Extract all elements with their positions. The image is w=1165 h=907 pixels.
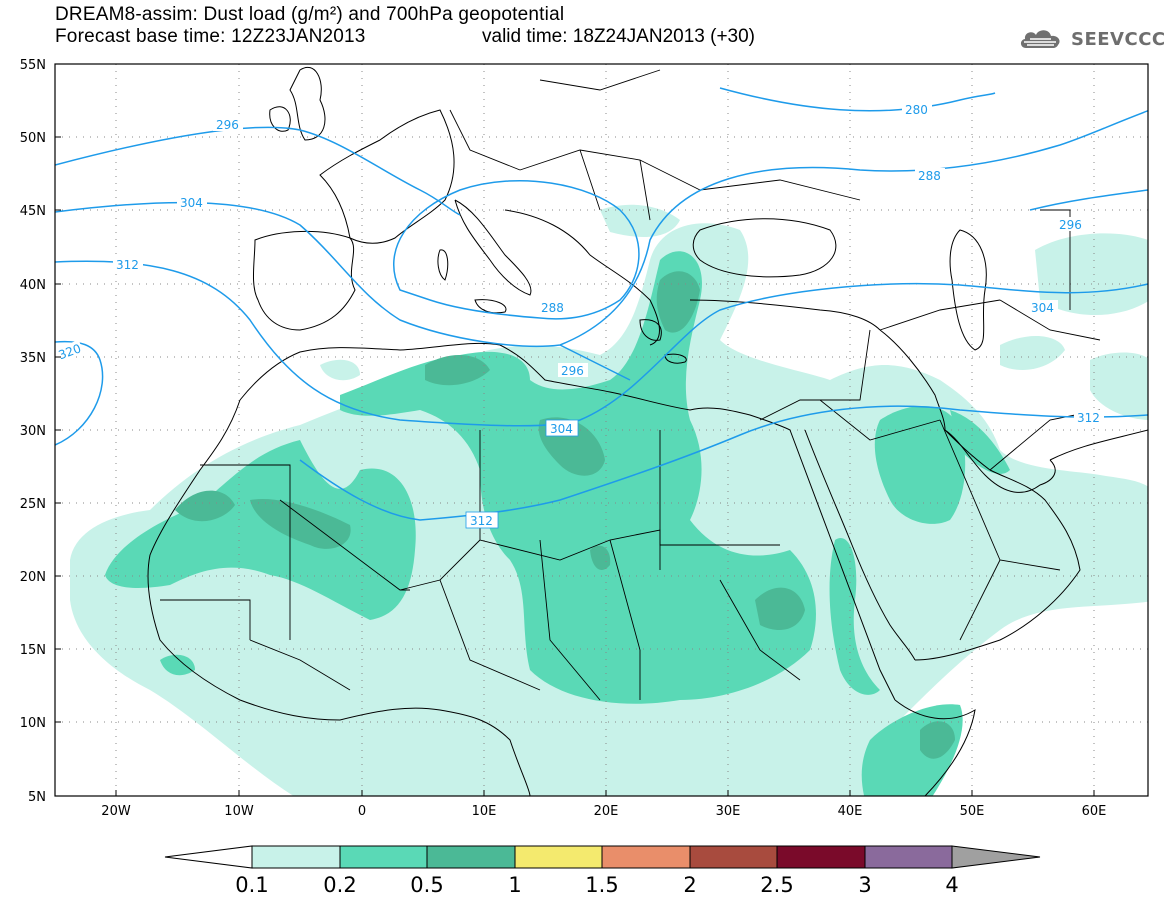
- svg-text:312: 312: [470, 514, 493, 528]
- colorbar-swatch: [426, 845, 516, 869]
- lat-label: 45N: [20, 204, 46, 219]
- svg-text:312: 312: [1077, 411, 1100, 425]
- svg-text:304: 304: [1031, 301, 1054, 315]
- colorbar-tick: 0.2: [323, 873, 356, 897]
- lon-label: 30E: [716, 804, 741, 819]
- contour-label-296: 296: [213, 117, 243, 132]
- svg-text:296: 296: [1059, 218, 1082, 232]
- lon-label: 20E: [594, 804, 619, 819]
- svg-text:304: 304: [550, 422, 573, 436]
- map-title-valid-time: valid time: 18Z24JAN2013 (+30): [482, 26, 756, 47]
- cloud-logo-icon: [1020, 30, 1060, 48]
- contour-label-304-east: 304: [1028, 300, 1058, 315]
- lat-label: 10N: [20, 716, 46, 731]
- svg-text:296: 296: [216, 118, 239, 132]
- colorbar-tick-labels: 0.1 0.2 0.5 1 1.5 2 2.5 3 4: [235, 873, 958, 897]
- colorbar-tick: 3: [858, 873, 871, 897]
- contour-label-312: 312: [113, 257, 143, 272]
- colorbar-swatch: [864, 845, 953, 869]
- colorbar-left-arrow: [164, 845, 253, 869]
- contour-label-304: 304: [177, 195, 207, 210]
- contour-label-312-east: 312: [1074, 410, 1104, 425]
- colorbar-tick: 4: [945, 873, 958, 897]
- contour-label-296-east: 296: [1056, 217, 1086, 232]
- lat-label: 20N: [20, 570, 46, 585]
- svg-text:304: 304: [180, 196, 203, 210]
- colorbar-swatch: [689, 845, 778, 869]
- lat-label: 25N: [20, 497, 46, 512]
- map-title-line1: DREAM8-assim: Dust load (g/m²) and 700hP…: [55, 4, 565, 25]
- colorbar-tick: 0.5: [410, 873, 443, 897]
- contour-labels: 280 288 296 304 312 320 288 296 296 304 …: [55, 102, 1104, 529]
- contour-label-320: 320: [55, 339, 84, 362]
- map-area: 280 288 296 304 312 320 288 296 296 304 …: [55, 64, 1148, 796]
- svg-text:280: 280: [905, 103, 928, 117]
- logo-text: SEEVCCC: [1071, 28, 1165, 50]
- colorbar-right-arrow: [951, 845, 1041, 869]
- colorbar-swatch: [776, 845, 866, 869]
- contour-label-288: 288: [915, 168, 945, 183]
- colorbar-swatch: [514, 845, 603, 869]
- lon-label: 40E: [838, 804, 863, 819]
- axis-ticks: [55, 63, 1095, 797]
- latitude-labels: 55N 50N 45N 40N 35N 30N 25N 20N 15N 10N …: [20, 58, 46, 805]
- lat-label: 15N: [20, 643, 46, 658]
- lon-label: 60E: [1082, 804, 1107, 819]
- contour-label-280: 280: [902, 102, 932, 117]
- longitude-labels: 20W 10W 0 10E 20E 30E 40E 50E 60E: [101, 804, 1106, 819]
- colorbar-swatch: [339, 845, 428, 869]
- colorbar-swatch: [601, 845, 691, 869]
- lon-label: 0: [358, 804, 366, 819]
- svg-text:296: 296: [561, 364, 584, 378]
- lon-label: 20W: [101, 804, 131, 819]
- lat-label: 50N: [20, 131, 46, 146]
- coastlines: [147, 67, 1148, 796]
- lat-label: 35N: [20, 351, 46, 366]
- contour-label-288-mid: 288: [538, 300, 568, 315]
- contour-label-296-mid: 296: [558, 363, 588, 378]
- graticule: [55, 64, 1148, 796]
- svg-text:288: 288: [918, 169, 941, 183]
- svg-text:320: 320: [57, 341, 83, 362]
- lat-label: 5N: [28, 790, 46, 805]
- colorbar-tick: 2.5: [760, 873, 793, 897]
- colorbar: [164, 845, 1041, 869]
- map-title-base-time: Forecast base time: 12Z23JAN2013: [55, 26, 366, 47]
- colorbar-tick: 1.5: [585, 873, 618, 897]
- contour-label-304-mid: 304: [545, 419, 579, 437]
- colorbar-swatch: [251, 845, 341, 869]
- lon-label: 10E: [472, 804, 497, 819]
- lat-label: 55N: [20, 58, 46, 73]
- lon-label: 50E: [960, 804, 985, 819]
- colorbar-tick: 1: [508, 873, 521, 897]
- lat-label: 30N: [20, 424, 46, 439]
- colorbar-tick: 0.1: [235, 873, 268, 897]
- svg-text:288: 288: [541, 301, 564, 315]
- colorbar-tick: 2: [683, 873, 696, 897]
- seevccc-logo: SEEVCCC: [1018, 26, 1165, 52]
- lat-label: 40N: [20, 278, 46, 293]
- contour-label-312-mid: 312: [465, 511, 499, 529]
- lon-label: 10W: [224, 804, 254, 819]
- svg-text:312: 312: [116, 258, 139, 272]
- dust-shade-dark: [175, 271, 955, 759]
